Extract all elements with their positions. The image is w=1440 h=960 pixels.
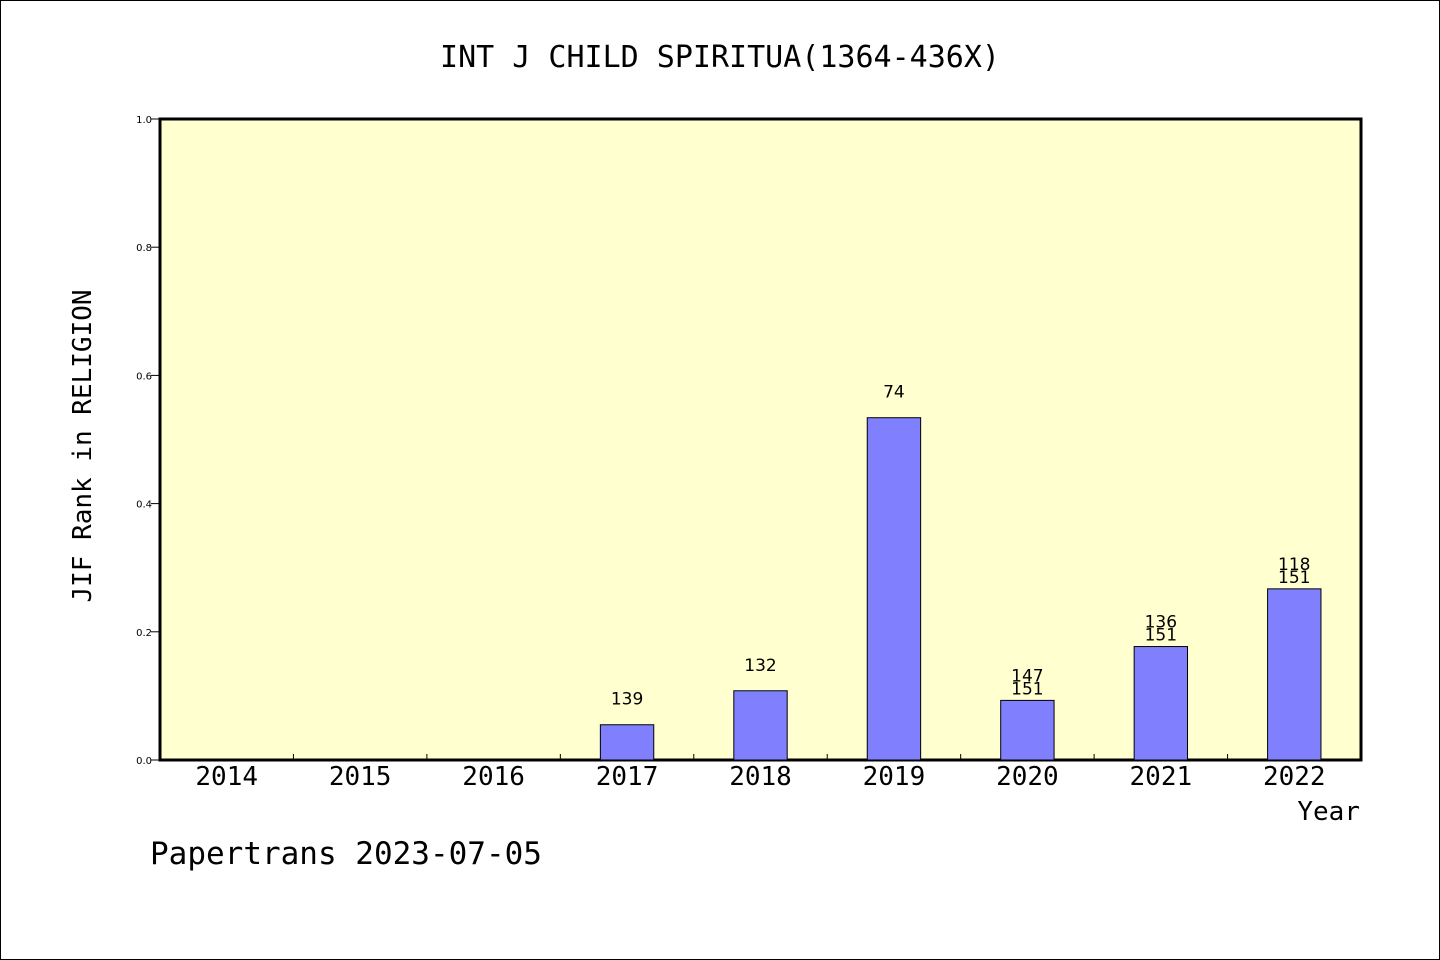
value-label: 132 xyxy=(744,656,776,676)
y-tick-label: 1.0 xyxy=(136,115,152,126)
x-tick-label: 2022 xyxy=(1263,762,1326,792)
value-label: 136 xyxy=(1145,613,1177,633)
bars-group xyxy=(599,417,1322,761)
y-tick-label: 0.0 xyxy=(136,756,152,767)
value-label: 118 xyxy=(1278,555,1310,575)
x-tick-label: 2016 xyxy=(462,762,525,792)
y-tick-label: 0.6 xyxy=(136,371,152,382)
value-label: 139 xyxy=(611,690,643,710)
y-tick-label: 0.2 xyxy=(136,628,152,639)
value-label: 151 xyxy=(1145,626,1177,646)
x-tick-label: 2018 xyxy=(729,762,792,792)
bar-2017 xyxy=(599,724,655,761)
y-axis-label: JIF Rank in RELIGION xyxy=(68,289,98,602)
chart-title: INT J CHILD SPIRITUA(1364-436X) xyxy=(440,40,1000,75)
x-tick-label: 2014 xyxy=(195,762,258,792)
x-axis-ticks xyxy=(292,754,1229,760)
bar-2019 xyxy=(866,417,922,761)
x-tick-label: 2019 xyxy=(863,762,926,792)
x-axis-label: Year xyxy=(1297,797,1360,827)
bar-2018 xyxy=(733,690,788,761)
value-label: 74 xyxy=(883,383,905,403)
x-tick-label: 2017 xyxy=(596,762,659,792)
y-axis-ticks: 0.0 0.2 0.4 0.6 0.8 1.0 xyxy=(136,115,160,767)
value-label: 151 xyxy=(1278,568,1310,588)
x-tick-label: 2021 xyxy=(1130,762,1193,792)
y-tick-label: 0.4 xyxy=(136,500,152,511)
bar-2021 xyxy=(1133,646,1189,761)
footer-credit: Papertrans 2023-07-05 xyxy=(150,836,542,872)
value-label: 147 xyxy=(1011,666,1043,686)
bar-2022 xyxy=(1267,588,1322,761)
y-tick-label: 0.8 xyxy=(136,243,152,254)
x-axis-tick-labels: 2014 2015 2016 2017 2018 2019 2020 2021 2022 xyxy=(195,762,1325,792)
bar-2020 xyxy=(1000,699,1055,761)
value-label: 151 xyxy=(1011,679,1043,699)
x-tick-label: 2020 xyxy=(996,762,1059,792)
x-tick-label: 2015 xyxy=(329,762,392,792)
